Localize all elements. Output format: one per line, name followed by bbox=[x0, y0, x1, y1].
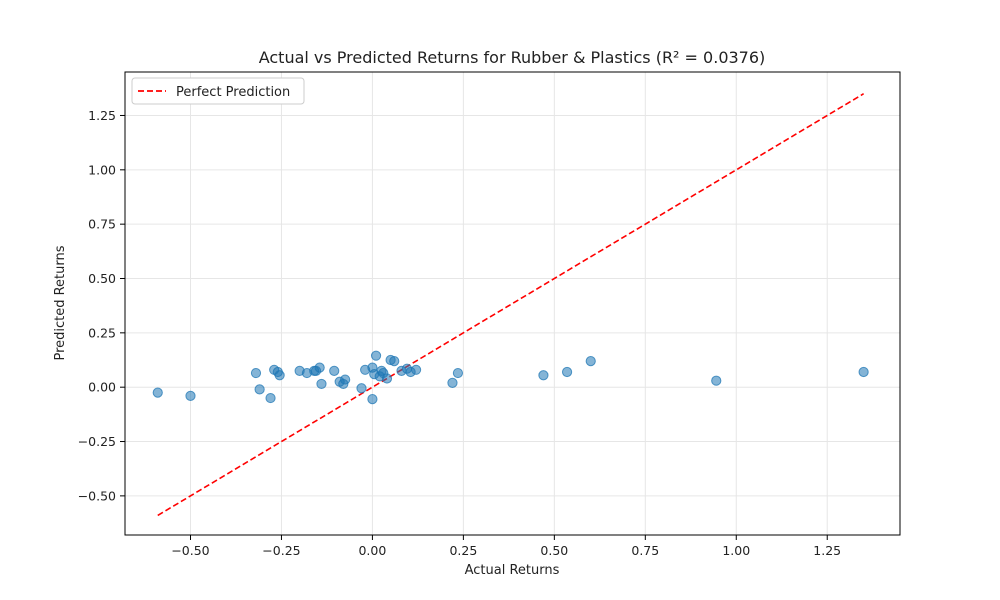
reference-line-layer bbox=[157, 93, 865, 517]
data-point bbox=[452, 367, 464, 379]
x-axis-label: Actual Returns bbox=[465, 563, 560, 578]
legend-label: Perfect Prediction bbox=[176, 85, 290, 100]
chart-title: Actual vs Predicted Returns for Rubber &… bbox=[259, 48, 766, 67]
legend: Perfect Prediction bbox=[131, 77, 305, 105]
data-point bbox=[410, 364, 422, 375]
x-tick-label: −0.25 bbox=[262, 543, 300, 558]
data-point bbox=[381, 373, 393, 384]
x-tick-label: 1.00 bbox=[722, 543, 750, 558]
legend-box bbox=[131, 77, 305, 105]
points-layer bbox=[152, 350, 869, 405]
data-point bbox=[370, 350, 382, 361]
perfect-prediction-line bbox=[157, 93, 865, 517]
x-tick-label: 1.25 bbox=[813, 543, 841, 558]
data-point bbox=[329, 365, 340, 376]
y-tick-label: 0.75 bbox=[88, 217, 116, 232]
data-point bbox=[711, 375, 722, 386]
data-point bbox=[185, 390, 196, 401]
data-point bbox=[274, 370, 285, 381]
data-point bbox=[250, 367, 262, 379]
x-tick-label: 0.25 bbox=[449, 543, 477, 558]
y-tick-label: −0.50 bbox=[78, 488, 116, 503]
y-tick-label: 0.50 bbox=[88, 271, 116, 286]
data-point bbox=[858, 366, 869, 378]
grid bbox=[125, 72, 900, 535]
x-tick-label: 0.00 bbox=[358, 543, 386, 558]
data-point bbox=[389, 356, 400, 367]
data-point bbox=[316, 378, 327, 390]
data-point bbox=[152, 387, 163, 398]
y-tick-label: 0.00 bbox=[88, 380, 116, 395]
data-point bbox=[561, 366, 573, 378]
data-point bbox=[538, 370, 549, 381]
y-axis-label: Predicted Returns bbox=[53, 245, 68, 360]
y-tick-label: 0.25 bbox=[88, 325, 116, 340]
y-tick-label: −0.25 bbox=[78, 434, 116, 449]
x-tick-label: 0.50 bbox=[540, 543, 568, 558]
x-tick-label: 0.75 bbox=[631, 543, 659, 558]
x-tick-label: −0.50 bbox=[171, 543, 209, 558]
data-point bbox=[447, 377, 458, 388]
data-point bbox=[585, 356, 596, 367]
plot-frame bbox=[124, 71, 901, 536]
y-tick-label: 1.25 bbox=[88, 108, 116, 123]
y-tick-label: 1.00 bbox=[88, 162, 116, 177]
data-point bbox=[265, 392, 276, 404]
data-point bbox=[254, 384, 265, 395]
data-point bbox=[314, 362, 325, 373]
data-point bbox=[356, 383, 367, 394]
data-point bbox=[340, 374, 351, 385]
data-point bbox=[367, 394, 378, 405]
ticks: −0.50 −0.25 0.00 0.25 0.50 0.75 1.00 1.25 −0.50 −… bbox=[78, 108, 841, 558]
